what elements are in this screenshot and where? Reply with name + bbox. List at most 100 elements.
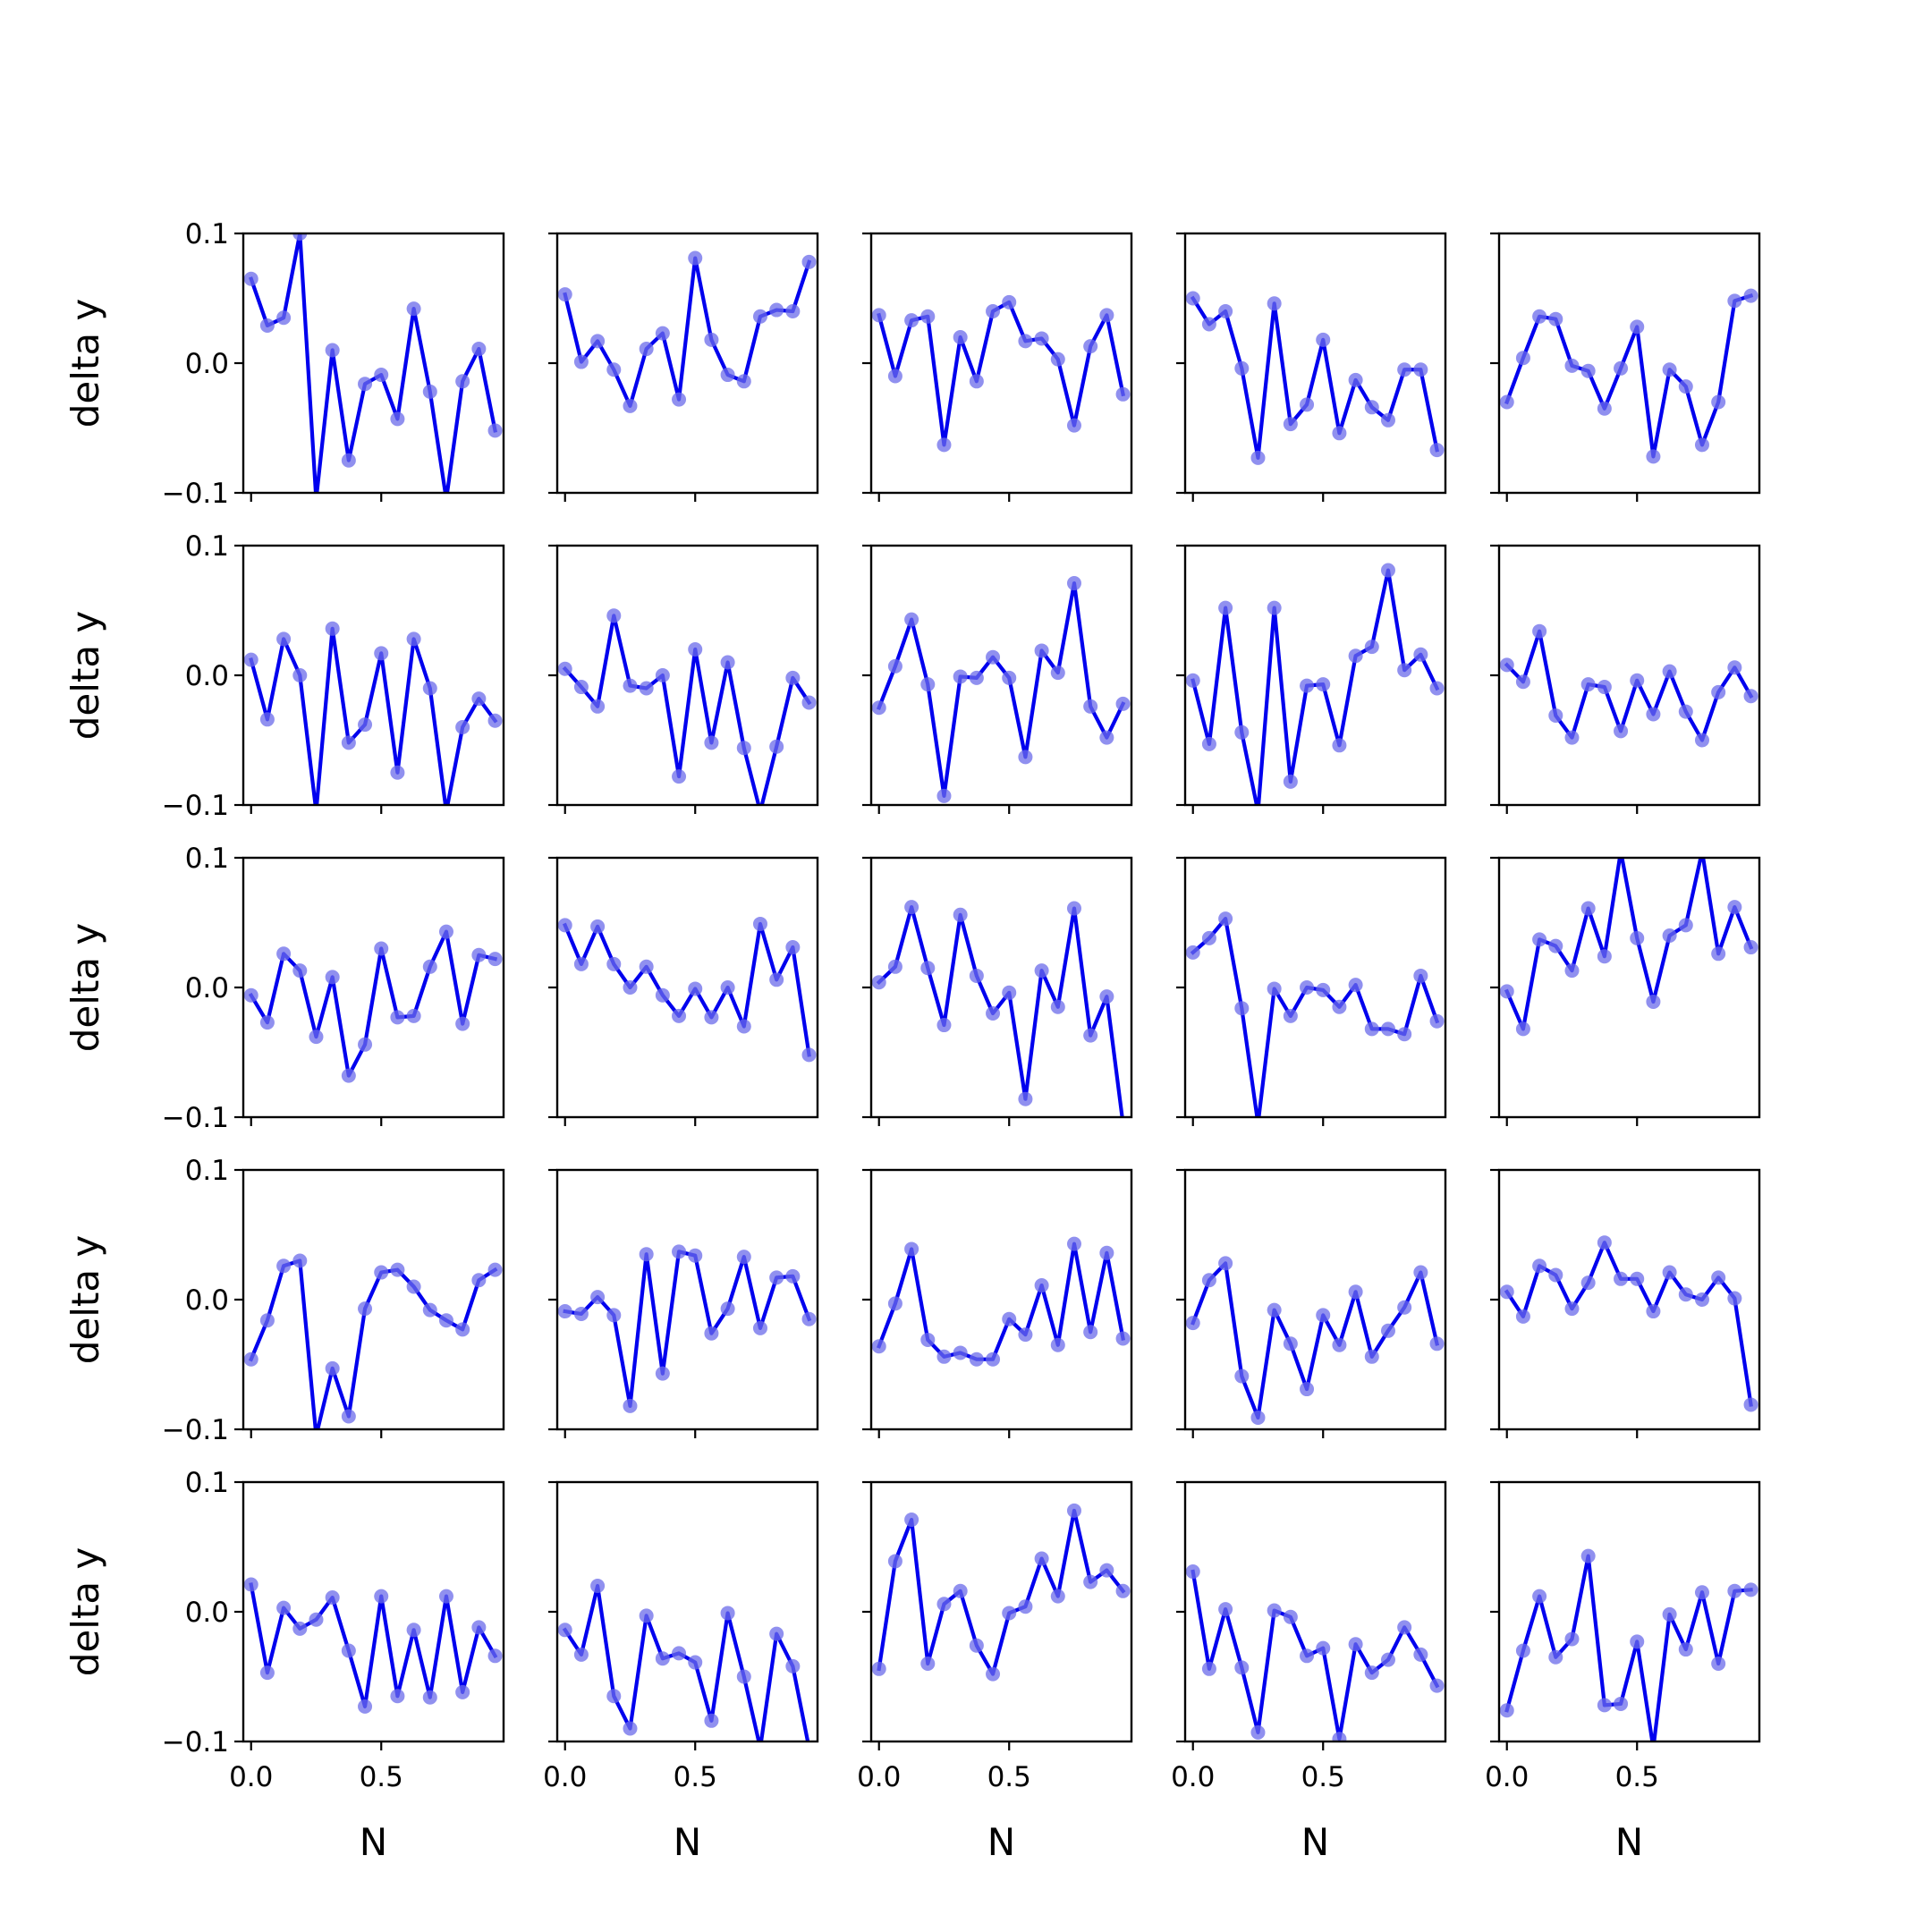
subplot-r2-c3 — [862, 544, 1133, 814]
plot-area — [1499, 623, 1758, 748]
data-point — [422, 1302, 437, 1318]
data-point — [936, 1018, 952, 1033]
data-point — [953, 669, 968, 684]
data-point — [455, 374, 470, 389]
data-point — [1255, 804, 1261, 805]
subplot-r3-c3 — [862, 856, 1133, 1126]
data-point — [904, 900, 919, 915]
series-line — [877, 300, 1126, 447]
y-tick-label: −0.1 — [162, 1726, 229, 1758]
data-point — [969, 374, 984, 389]
data-point — [1300, 397, 1315, 412]
data-point — [1662, 1606, 1677, 1622]
data-point — [1515, 1021, 1530, 1037]
data-point — [623, 980, 638, 995]
data-point — [390, 1689, 405, 1704]
data-point — [623, 1721, 638, 1736]
data-point — [341, 1643, 356, 1658]
data-point — [422, 681, 437, 696]
data-point — [1614, 1696, 1629, 1711]
data-point — [390, 765, 405, 780]
series-line — [1504, 629, 1754, 742]
data-point — [785, 940, 801, 955]
data-point — [259, 318, 275, 333]
data-point — [986, 1006, 1001, 1021]
data-point — [672, 392, 687, 407]
data-point — [801, 1047, 817, 1063]
data-point — [1332, 1337, 1347, 1352]
data-point — [1364, 640, 1379, 655]
data-point — [1115, 1331, 1131, 1346]
data-point — [1380, 1323, 1395, 1338]
data-point — [1002, 1311, 1017, 1326]
data-point — [1300, 1648, 1315, 1664]
data-point — [471, 1273, 487, 1288]
data-point — [1348, 978, 1363, 993]
data-point — [1548, 708, 1563, 723]
plot-area — [557, 250, 817, 413]
data-point — [325, 1360, 340, 1376]
data-point — [557, 661, 572, 676]
data-point — [406, 301, 421, 317]
data-point — [655, 1651, 670, 1666]
data-point — [1646, 994, 1661, 1009]
data-point — [259, 712, 275, 727]
data-point — [1397, 1300, 1412, 1315]
plot-area — [1499, 1548, 1758, 1741]
data-point — [1034, 331, 1049, 346]
data-point — [1515, 351, 1530, 366]
data-point — [1201, 317, 1216, 332]
data-point — [871, 975, 886, 990]
data-point — [1380, 1652, 1395, 1667]
subplot-r5-c3: 0.0 0.5 N — [857, 1480, 1133, 1864]
data-point — [1099, 1245, 1114, 1260]
y-tick-label: −0.1 — [162, 1102, 229, 1134]
data-point — [1283, 1609, 1298, 1624]
data-point — [1662, 362, 1677, 377]
data-point — [1711, 684, 1726, 699]
data-point — [920, 961, 936, 976]
x-axis-label: N — [987, 1820, 1015, 1864]
data-point — [887, 1296, 902, 1311]
data-point — [573, 1647, 589, 1662]
data-point — [887, 658, 902, 674]
data-point — [1348, 648, 1363, 664]
data-point — [455, 720, 470, 734]
data-point — [438, 1313, 453, 1328]
data-point — [920, 1332, 936, 1347]
data-point — [801, 1311, 817, 1326]
data-point — [1532, 932, 1547, 947]
data-point — [374, 368, 389, 383]
series-line — [1190, 295, 1440, 460]
data-point — [920, 1657, 936, 1671]
data-point — [736, 374, 751, 389]
data-point — [1397, 1027, 1412, 1042]
series-line — [249, 626, 498, 805]
data-point — [606, 608, 622, 623]
data-point — [1429, 1013, 1445, 1029]
data-point — [1201, 930, 1216, 945]
x-tick-label: 0.0 — [1171, 1761, 1215, 1793]
data-point — [688, 642, 703, 657]
data-point — [639, 342, 654, 357]
data-point — [422, 384, 437, 399]
data-point — [1332, 426, 1347, 441]
data-point — [1646, 707, 1661, 722]
data-point — [1300, 678, 1315, 693]
data-point — [1300, 1382, 1315, 1397]
data-point — [1515, 674, 1530, 690]
data-point — [1250, 1724, 1266, 1740]
data-point — [374, 646, 389, 661]
data-point — [390, 1262, 405, 1277]
axes-frame — [1497, 232, 1761, 495]
plot-area — [871, 900, 1126, 1117]
data-point — [1234, 724, 1250, 740]
subplot-r2-c1: 0.1 0.0 −0.1 delta y — [64, 530, 505, 822]
data-point — [455, 1684, 470, 1699]
data-point — [672, 769, 687, 784]
data-point — [1617, 858, 1624, 859]
plot-area — [871, 294, 1131, 453]
data-point — [871, 1339, 886, 1354]
data-point — [871, 308, 886, 323]
